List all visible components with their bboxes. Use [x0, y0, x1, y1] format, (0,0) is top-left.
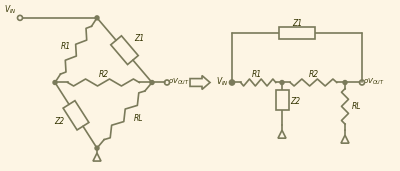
Text: R2: R2 [308, 70, 318, 79]
Text: $V_{IN}$: $V_{IN}$ [4, 3, 17, 16]
Bar [279, 27, 315, 39]
Text: $oV_{OUT}$: $oV_{OUT}$ [363, 76, 385, 87]
Text: Z2: Z2 [290, 97, 300, 106]
Circle shape [280, 81, 284, 84]
Circle shape [95, 146, 99, 150]
Circle shape [95, 16, 99, 20]
Circle shape [53, 81, 57, 84]
Circle shape [150, 81, 154, 84]
Text: RL: RL [352, 102, 362, 111]
Bar [276, 90, 288, 110]
Text: Z2: Z2 [54, 117, 64, 126]
Text: R1: R1 [252, 70, 262, 79]
Text: Z1: Z1 [292, 19, 302, 28]
Text: R2: R2 [98, 70, 108, 79]
Text: RL: RL [134, 114, 143, 123]
Circle shape [343, 81, 347, 84]
Text: $V_{IN}$: $V_{IN}$ [216, 75, 229, 88]
Circle shape [230, 81, 234, 84]
Text: Z1: Z1 [134, 34, 144, 43]
Text: $oV_{OUT}$: $oV_{OUT}$ [168, 76, 190, 87]
Text: R1: R1 [61, 42, 71, 51]
